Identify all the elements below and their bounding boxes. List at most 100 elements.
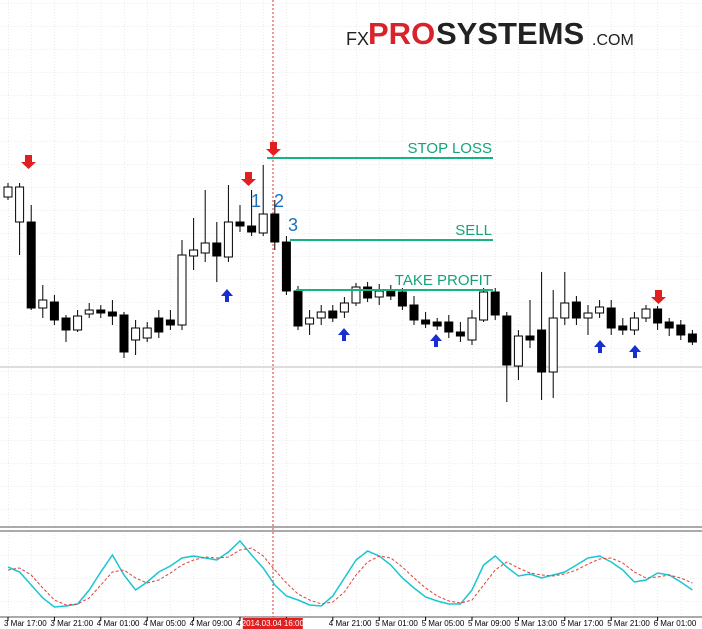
logo: FX PRO SYSTEMS .COM: [346, 16, 634, 51]
x-tick-label: 4 Mar 01:00: [97, 619, 140, 628]
candle-body: [15, 186, 25, 223]
cursor-label: 2014.03.04 16:00: [242, 619, 305, 628]
candle-body: [351, 286, 361, 304]
candle-body: [131, 327, 141, 341]
x-tick-label: 4 Mar 05:00: [143, 619, 186, 628]
up-arrow: [338, 328, 350, 341]
x-tick-label: 5 Mar 17:00: [561, 619, 604, 628]
candle-body: [560, 302, 570, 319]
grid: [0, 533, 702, 617]
candle-body: [664, 321, 674, 329]
candle-body: [339, 302, 349, 313]
logo-prefix: FX: [346, 29, 369, 49]
level-label: SELL: [455, 222, 492, 239]
candle-body: [479, 291, 489, 321]
candle-body: [119, 314, 129, 353]
logo-brand: PRO: [368, 16, 435, 51]
up-arrow: [430, 334, 442, 347]
logo-suffix: .COM: [592, 32, 634, 49]
candle-body: [177, 254, 187, 326]
candle-body: [525, 335, 535, 341]
candle-body: [223, 221, 233, 258]
step-label: 2: [274, 191, 284, 211]
step-label: 3: [288, 215, 298, 235]
buy-arrows: [221, 289, 641, 358]
candle-body: [455, 331, 465, 337]
candle-body: [490, 291, 500, 316]
candle-body: [38, 299, 48, 309]
candle-body: [409, 304, 419, 321]
candle-body: [629, 317, 639, 331]
up-arrow: [629, 345, 641, 358]
candle-body: [606, 307, 616, 329]
candle-body: [583, 312, 593, 319]
x-tick-label: 3 Mar 17:00: [4, 619, 47, 628]
candle-body: [142, 327, 152, 339]
candle-body: [247, 225, 257, 233]
candle-body: [513, 335, 523, 367]
down-arrow: [266, 142, 281, 156]
oscillator-line: [7, 547, 693, 606]
x-tick-label: 3 Mar 21:00: [50, 619, 93, 628]
candle-body: [235, 221, 245, 227]
candle-body: [595, 306, 605, 314]
down-arrow: [651, 290, 666, 304]
candle-body: [73, 315, 83, 331]
cursor-label-bg: [242, 618, 303, 629]
candle-body: [653, 308, 663, 324]
candle-body: [49, 301, 59, 321]
grid: [0, 0, 702, 527]
candle-body: [432, 321, 442, 327]
x-tick-label: 5 Mar 01:00: [375, 619, 418, 628]
up-arrow: [221, 289, 233, 302]
candle-body: [444, 321, 454, 333]
candle-body: [618, 325, 628, 331]
candle-body: [316, 311, 326, 319]
x-tick-label: 4 Mar 09:00: [190, 619, 233, 628]
x-tick-label: 5 Mar 13:00: [514, 619, 557, 628]
logo-name: SYSTEMS: [436, 16, 584, 51]
candle-body: [189, 249, 199, 257]
x-tick-label: 4: [236, 619, 241, 628]
x-tick-label: 6 Mar 01:00: [654, 619, 697, 628]
candle-body: [165, 319, 175, 326]
candle-body: [26, 221, 36, 309]
candle-body: [421, 319, 431, 325]
candle-body: [281, 241, 291, 292]
candle-body: [96, 309, 106, 314]
candle-body: [270, 213, 280, 243]
candle-body: [548, 317, 558, 373]
candle-body: [537, 329, 547, 373]
candle-body: [107, 311, 117, 317]
candle-body: [687, 333, 697, 343]
x-tick-label: 4 Mar 21:00: [329, 619, 372, 628]
candle-body: [676, 324, 686, 336]
x-tick-label: 5 Mar 05:00: [422, 619, 465, 628]
candle-body: [212, 242, 222, 257]
candle-body: [154, 317, 164, 333]
level-label: STOP LOSS: [408, 140, 493, 157]
up-arrow: [594, 340, 606, 353]
candle-body: [502, 315, 512, 366]
candle-body: [200, 242, 210, 254]
step-label: 1: [251, 191, 261, 211]
candle-body: [61, 317, 71, 331]
down-arrow: [241, 172, 256, 186]
candle-body: [3, 186, 13, 198]
candle-body: [293, 290, 303, 327]
candle-body: [467, 317, 477, 341]
level-label: TAKE PROFIT: [395, 272, 492, 289]
candle-body: [397, 291, 407, 307]
candle-body: [305, 317, 315, 325]
down-arrow: [21, 155, 36, 169]
candle-body: [641, 308, 651, 319]
candle-body: [571, 301, 581, 319]
oscillator-line: [7, 539, 693, 608]
sell-arrows: [21, 142, 666, 304]
candle-body: [84, 309, 94, 315]
candle-body: [374, 290, 384, 298]
x-tick-label: 5 Mar 21:00: [607, 619, 650, 628]
candle-body: [363, 286, 373, 299]
candle-body: [258, 213, 268, 234]
